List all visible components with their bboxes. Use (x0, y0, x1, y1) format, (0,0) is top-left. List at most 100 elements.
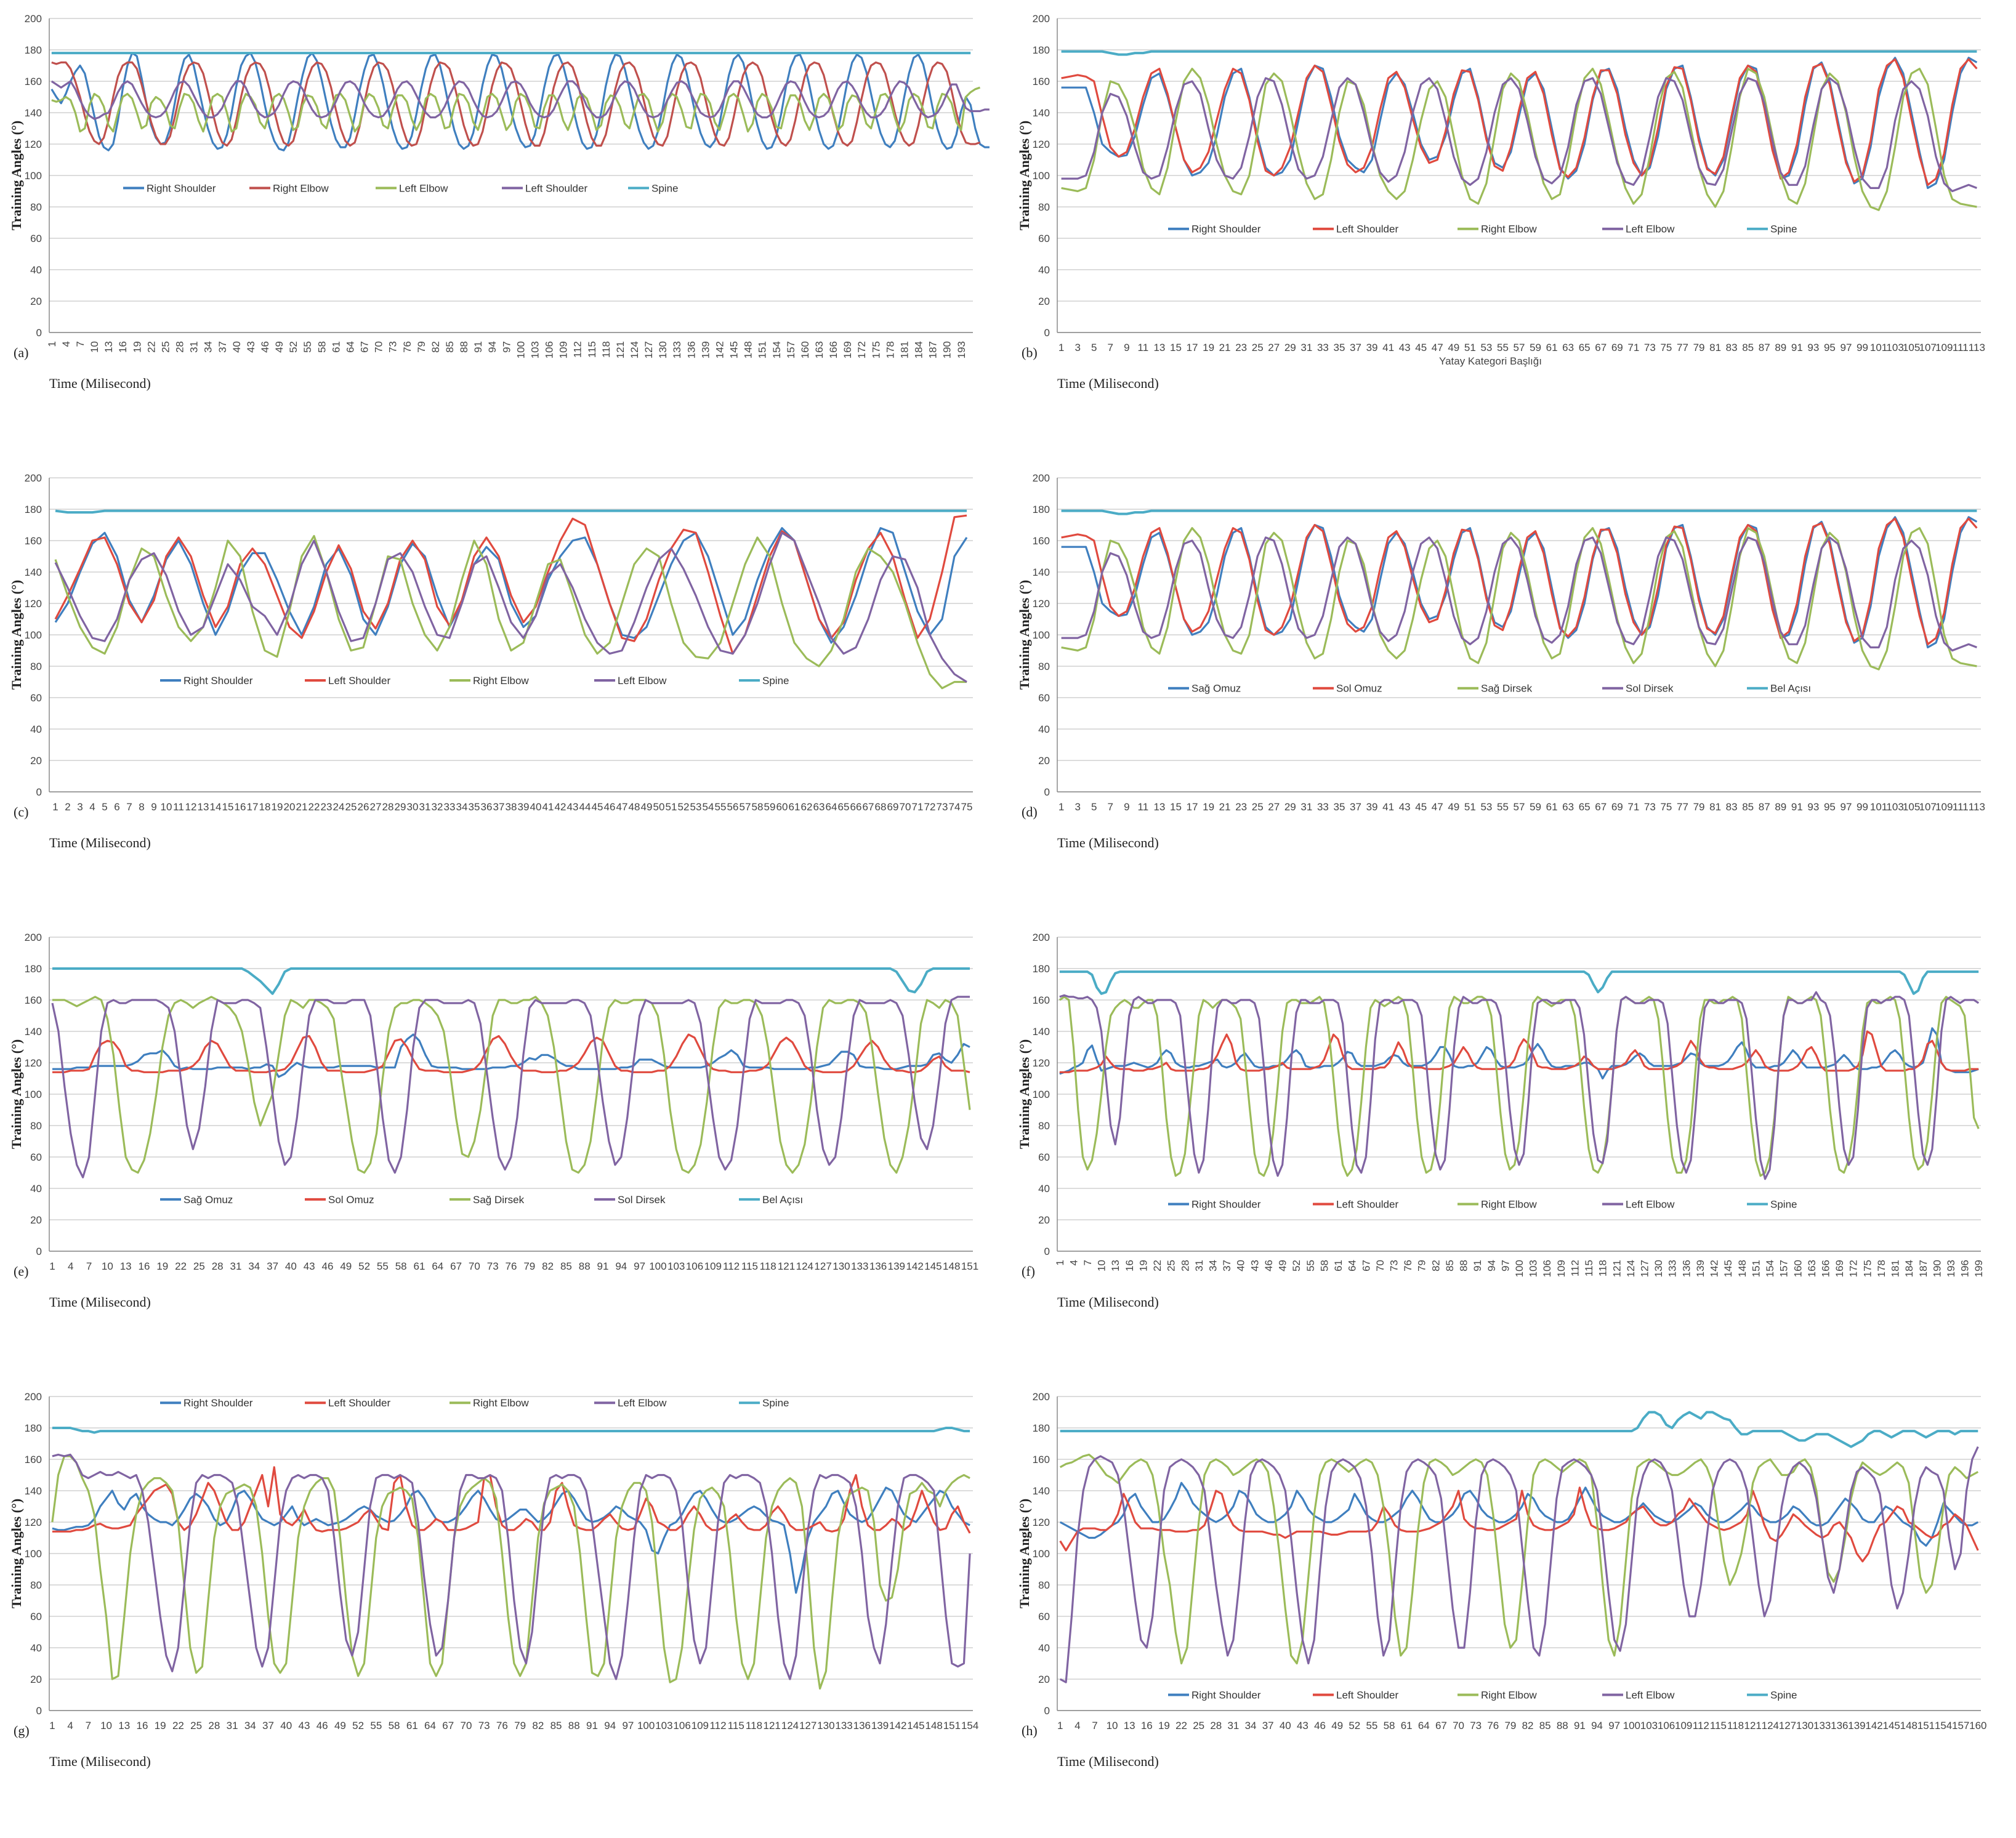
chart-panel: 0 20 40 60 80 100 120 140 160 180 200 1 3 5 7 9 11 13 15 17… (1008, 459, 2016, 919)
series-line (1059, 1030, 1979, 1073)
x-tick-label: 95 (1824, 342, 1836, 353)
x-tick-label: 31 (1227, 1720, 1239, 1731)
x-tick-label: 15 (222, 801, 234, 813)
y-tick-label: 140 (1033, 1485, 1050, 1497)
x-tick-label: 28 (1210, 1720, 1222, 1731)
chart-svg: 0 20 40 60 80 100 120 140 160 180 200 1 4 7 10 13 16 19 22… (9, 1391, 978, 1769)
x-tick-label: 58 (1318, 1260, 1330, 1272)
x-tick-label: 35 (1334, 342, 1345, 353)
x-tick-label: 7 (75, 341, 86, 347)
x-tick-label: 97 (622, 1720, 634, 1731)
series-line (1059, 1446, 1979, 1683)
x-tick-label: 6 (114, 801, 119, 813)
y-tick-label: 140 (25, 1026, 42, 1038)
legend-label: Left Elbow (1626, 224, 1675, 235)
x-tick-label: 82 (542, 1260, 554, 1272)
x-tick-label: 7 (86, 1720, 91, 1731)
y-tick-label: 80 (1038, 1579, 1050, 1591)
x-tick-label: 46 (1263, 1260, 1275, 1272)
y-tick-label: 180 (25, 1422, 42, 1434)
x-tick-label: 33 (1317, 801, 1329, 813)
x-tick-label: 109 (558, 341, 570, 358)
x-tick-label: 187 (1917, 1260, 1929, 1277)
y-tick-label: 20 (1038, 296, 1050, 307)
x-tick-label: 10 (100, 1720, 112, 1731)
x-tick-label: 67 (1595, 801, 1607, 813)
y-tick-label: 20 (30, 1214, 42, 1226)
x-tick-label: 31 (1300, 342, 1312, 353)
x-tick-label: 43 (1297, 1720, 1308, 1731)
y-tick-label: 40 (1038, 1183, 1050, 1195)
x-tick-label: 73 (387, 341, 399, 353)
x-tick-label: 160 (799, 341, 811, 358)
y-tick-label: 80 (30, 1120, 42, 1132)
x-tick-label: 3 (1075, 342, 1080, 353)
x-tick-label: 187 (927, 341, 939, 358)
x-tick-label: 3 (1075, 801, 1080, 813)
x-tick-label: 93 (1807, 342, 1819, 353)
x-tick-label: 109 (691, 1720, 709, 1731)
x-tick-label: 49 (1277, 1260, 1289, 1272)
x-tick-label: 91 (1791, 342, 1803, 353)
legend-label: Left Elbow (1626, 1690, 1675, 1701)
x-tick-label: 55 (1497, 342, 1509, 353)
x-tick-label: 33 (1317, 342, 1329, 353)
x-tick-label: 121 (1744, 1720, 1762, 1731)
x-tick-label: 19 (156, 1260, 168, 1272)
y-tick-label: 0 (1044, 1705, 1050, 1717)
x-tick-label: 16 (137, 1720, 148, 1731)
x-tick-label: 8 (139, 801, 144, 813)
x-tick-label: 25 (193, 1260, 205, 1272)
x-tick-label: 118 (760, 1260, 776, 1272)
x-tick-label: 47 (1432, 342, 1443, 353)
x-tick-label: 55 (715, 801, 727, 813)
x-tick-label: 97 (501, 341, 512, 353)
x-tick-label: 133 (835, 1720, 852, 1731)
x-tick-label: 111 (1953, 342, 1969, 353)
x-tick-label: 94 (486, 341, 498, 353)
x-tick-label: 139 (1695, 1260, 1706, 1277)
x-tick-label: 18 (259, 801, 271, 813)
x-tick-label: 25 (159, 341, 171, 353)
x-tick-label: 34 (1208, 1260, 1219, 1272)
x-tick-label: 94 (615, 1260, 627, 1272)
x-tick-label: 3 (77, 801, 83, 813)
x-tick-label: 39 (1366, 342, 1378, 353)
x-tick-label: 160 (1969, 1720, 1986, 1731)
x-axis-label: Time (Milisecond) (49, 835, 151, 850)
x-tick-label: 10 (161, 801, 172, 813)
x-tick-label: 103 (529, 341, 541, 358)
x-tick-label: 196 (1959, 1260, 1971, 1277)
x-tick-label: 67 (863, 801, 874, 813)
y-tick-label: 160 (1033, 76, 1050, 87)
x-tick-label: 88 (568, 1720, 580, 1731)
x-tick-label: 124 (1762, 1720, 1779, 1731)
x-tick-label: 34 (244, 1720, 256, 1731)
x-tick-label: 94 (1486, 1260, 1498, 1272)
x-tick-label: 9 (1124, 801, 1129, 813)
x-tick-label: 106 (544, 341, 555, 358)
x-tick-label: 88 (579, 1260, 591, 1272)
x-tick-label: 4 (1068, 1260, 1079, 1265)
x-tick-label: 57 (740, 801, 751, 813)
x-axis-label: Time (Milisecond) (49, 1294, 151, 1310)
x-tick-label: 111 (1953, 801, 1969, 813)
legend-label: Right Elbow (1481, 224, 1537, 235)
x-tick-label: 106 (686, 1260, 703, 1272)
x-tick-label: 85 (550, 1720, 562, 1731)
x-tick-label: 151 (1917, 1720, 1935, 1731)
chart-panel: 0 20 40 60 80 100 120 140 160 180 200 1 4 7 10 13 16 19 22… (0, 1378, 1008, 1837)
x-tick-label: 70 (900, 801, 911, 813)
x-tick-label: 10 (1096, 1260, 1108, 1272)
x-tick-label: 68 (875, 801, 887, 813)
x-tick-label: 145 (1883, 1720, 1900, 1731)
x-tick-label: 60 (776, 801, 788, 813)
x-tick-label: 83 (1726, 342, 1738, 353)
x-tick-label: 91 (1472, 1260, 1483, 1272)
x-tick-label: 43 (1399, 342, 1411, 353)
x-tick-label: 81 (1709, 342, 1721, 353)
x-tick-label: 163 (813, 341, 825, 358)
x-tick-label: 100 (1623, 1720, 1640, 1731)
series-line (1061, 77, 1977, 193)
x-tick-label: 100 (1514, 1260, 1525, 1277)
